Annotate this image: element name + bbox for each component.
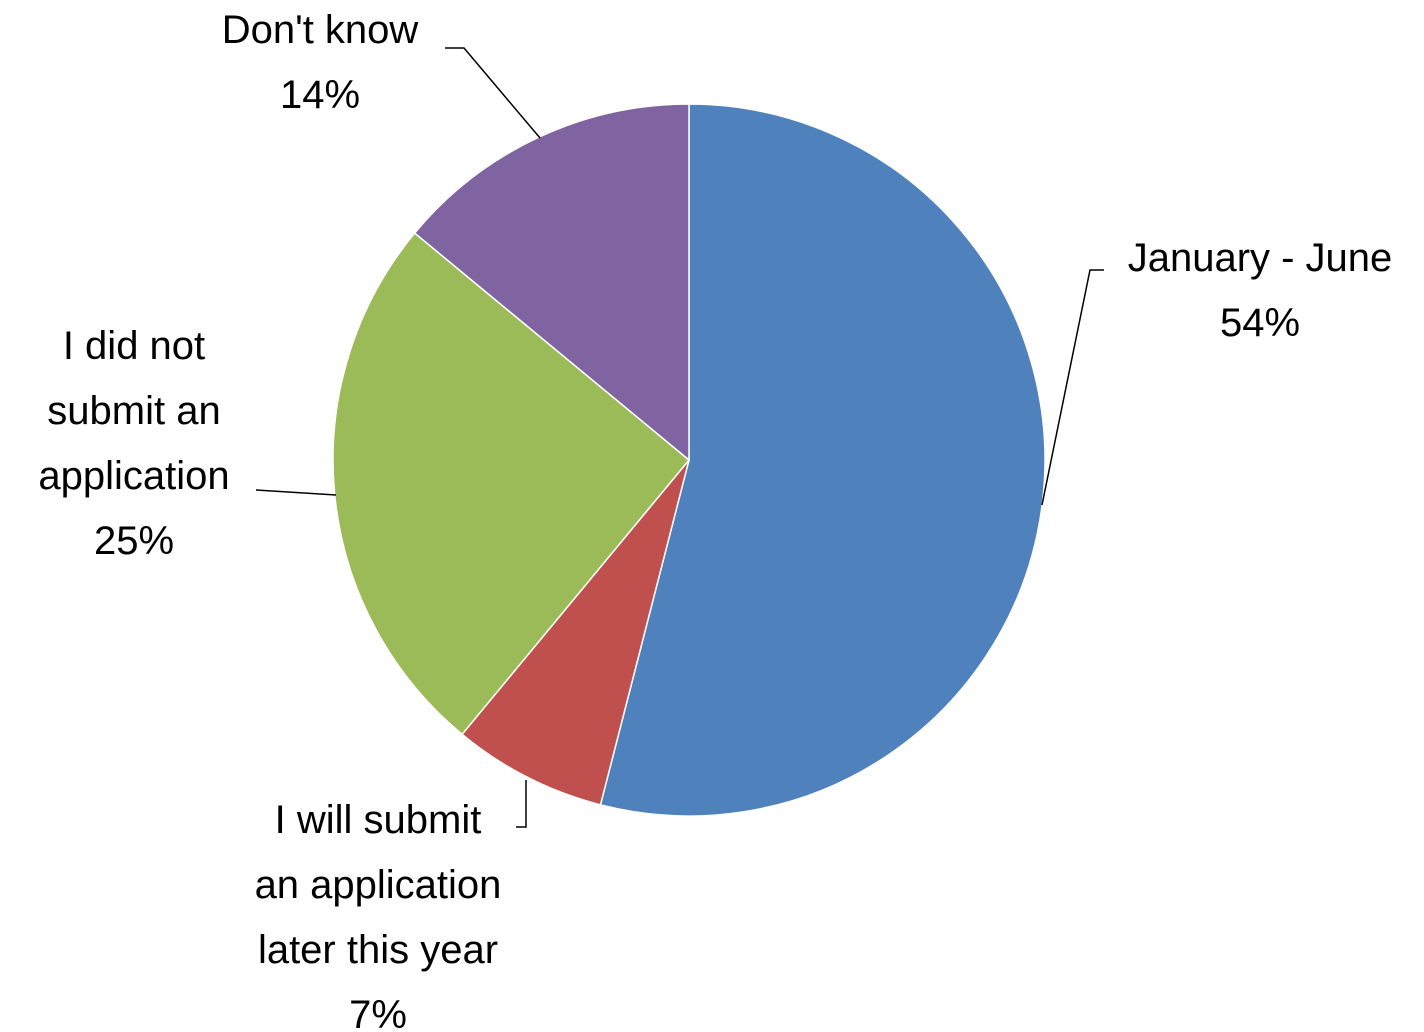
data-label-value: 14% bbox=[280, 73, 360, 117]
data-label-value: 7% bbox=[349, 993, 407, 1032]
data-label-later-this-year: I will submit an application later this ye… bbox=[255, 798, 502, 1032]
data-label-did-not-submit: I did not submit an application 25% bbox=[38, 324, 229, 563]
pie-slice-dont-know bbox=[413, 103, 690, 462]
data-label-category-line: submit an bbox=[47, 389, 220, 433]
pie-slice-later-this-year bbox=[461, 459, 690, 806]
data-label-category-line: I will submit bbox=[275, 798, 482, 842]
data-label-value: 25% bbox=[94, 519, 174, 563]
data-label-category-line: Don't know bbox=[222, 8, 419, 52]
leader-line-january-june bbox=[1041, 269, 1104, 506]
data-label-category-line: I did not bbox=[63, 324, 205, 368]
data-label-category-line: January - June bbox=[1128, 236, 1393, 280]
data-label-category-line: application bbox=[38, 454, 229, 498]
leader-line-dont-know bbox=[445, 47, 541, 139]
data-label-value: 54% bbox=[1220, 301, 1300, 345]
data-label-dont-know: Don't know 14% bbox=[222, 8, 419, 117]
data-labels: January - June 54% I will submit an applica… bbox=[38, 8, 1392, 1032]
pie-slice-did-not-submit bbox=[332, 232, 691, 736]
data-label-category-line: an application bbox=[255, 863, 502, 907]
leader-line-later-this-year bbox=[516, 780, 527, 828]
pie-slices bbox=[332, 103, 1046, 817]
data-label-january-june: January - June 54% bbox=[1128, 236, 1393, 345]
leader-line-did-not-submit bbox=[255, 489, 337, 496]
data-label-category-line: later this year bbox=[258, 928, 498, 972]
leader-lines bbox=[255, 47, 1104, 828]
